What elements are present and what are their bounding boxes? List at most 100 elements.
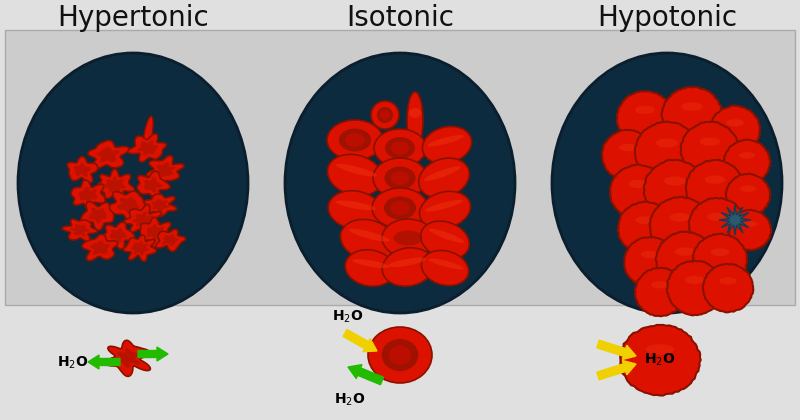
Polygon shape bbox=[110, 228, 127, 243]
Ellipse shape bbox=[368, 327, 432, 383]
Polygon shape bbox=[681, 122, 739, 178]
Polygon shape bbox=[97, 147, 120, 163]
Ellipse shape bbox=[346, 133, 365, 147]
Ellipse shape bbox=[143, 116, 153, 154]
Ellipse shape bbox=[710, 248, 730, 256]
Ellipse shape bbox=[656, 139, 678, 147]
Ellipse shape bbox=[429, 258, 463, 269]
Ellipse shape bbox=[707, 213, 726, 221]
Ellipse shape bbox=[336, 164, 377, 176]
Polygon shape bbox=[162, 234, 178, 246]
Ellipse shape bbox=[390, 171, 410, 185]
Ellipse shape bbox=[385, 137, 415, 159]
Polygon shape bbox=[78, 187, 98, 203]
Polygon shape bbox=[144, 194, 177, 217]
Ellipse shape bbox=[391, 142, 409, 155]
Polygon shape bbox=[70, 224, 90, 236]
Ellipse shape bbox=[372, 188, 428, 228]
Ellipse shape bbox=[382, 248, 434, 286]
Ellipse shape bbox=[327, 155, 382, 196]
Ellipse shape bbox=[635, 216, 654, 224]
Polygon shape bbox=[624, 237, 676, 288]
Polygon shape bbox=[610, 165, 666, 219]
FancyArrow shape bbox=[88, 355, 120, 369]
Ellipse shape bbox=[390, 201, 410, 215]
Polygon shape bbox=[106, 340, 150, 376]
Ellipse shape bbox=[418, 158, 470, 198]
Polygon shape bbox=[729, 210, 771, 250]
Ellipse shape bbox=[739, 152, 755, 159]
Ellipse shape bbox=[285, 53, 515, 313]
Ellipse shape bbox=[670, 213, 690, 222]
Ellipse shape bbox=[384, 197, 416, 220]
Polygon shape bbox=[74, 163, 90, 177]
Ellipse shape bbox=[345, 250, 395, 286]
Ellipse shape bbox=[421, 221, 470, 259]
Ellipse shape bbox=[742, 221, 758, 227]
Polygon shape bbox=[662, 87, 722, 144]
Polygon shape bbox=[644, 160, 706, 220]
Ellipse shape bbox=[675, 247, 695, 256]
Ellipse shape bbox=[336, 200, 376, 210]
Polygon shape bbox=[719, 205, 751, 235]
Polygon shape bbox=[703, 264, 754, 312]
Ellipse shape bbox=[377, 107, 393, 123]
Ellipse shape bbox=[685, 276, 705, 284]
Ellipse shape bbox=[339, 129, 371, 152]
Ellipse shape bbox=[719, 277, 737, 284]
Polygon shape bbox=[693, 234, 747, 286]
Polygon shape bbox=[154, 162, 175, 177]
Text: Isotonic: Isotonic bbox=[346, 4, 454, 32]
Polygon shape bbox=[98, 169, 134, 200]
Ellipse shape bbox=[371, 101, 399, 129]
Ellipse shape bbox=[394, 231, 422, 246]
Text: H$_2$O: H$_2$O bbox=[644, 352, 676, 368]
Polygon shape bbox=[137, 140, 158, 156]
Polygon shape bbox=[62, 219, 98, 241]
Ellipse shape bbox=[646, 344, 674, 355]
Polygon shape bbox=[137, 171, 170, 199]
Ellipse shape bbox=[619, 144, 637, 151]
Polygon shape bbox=[710, 105, 760, 154]
Polygon shape bbox=[618, 202, 672, 254]
Ellipse shape bbox=[374, 129, 426, 167]
Text: Hypertonic: Hypertonic bbox=[57, 4, 209, 32]
Polygon shape bbox=[67, 157, 98, 183]
Polygon shape bbox=[82, 234, 118, 261]
Polygon shape bbox=[106, 176, 126, 193]
Ellipse shape bbox=[425, 200, 462, 212]
Text: H$_2$O: H$_2$O bbox=[332, 309, 364, 325]
Polygon shape bbox=[144, 177, 162, 192]
Ellipse shape bbox=[422, 126, 471, 163]
Polygon shape bbox=[88, 140, 129, 168]
Ellipse shape bbox=[641, 251, 659, 258]
Polygon shape bbox=[103, 222, 134, 249]
Polygon shape bbox=[115, 348, 140, 368]
Ellipse shape bbox=[328, 191, 382, 229]
Ellipse shape bbox=[700, 137, 720, 146]
Ellipse shape bbox=[341, 219, 395, 261]
Polygon shape bbox=[89, 207, 106, 223]
Polygon shape bbox=[124, 205, 162, 234]
Polygon shape bbox=[689, 198, 746, 252]
Ellipse shape bbox=[682, 102, 702, 111]
Ellipse shape bbox=[635, 106, 654, 114]
Polygon shape bbox=[71, 180, 105, 210]
FancyBboxPatch shape bbox=[5, 30, 795, 305]
Ellipse shape bbox=[726, 119, 744, 126]
FancyArrow shape bbox=[597, 360, 636, 380]
Polygon shape bbox=[650, 197, 710, 255]
Polygon shape bbox=[133, 212, 154, 228]
Polygon shape bbox=[617, 91, 673, 145]
Ellipse shape bbox=[705, 176, 725, 184]
Text: Hypotonic: Hypotonic bbox=[597, 4, 737, 32]
Polygon shape bbox=[90, 241, 110, 255]
Polygon shape bbox=[620, 325, 701, 396]
Ellipse shape bbox=[382, 339, 418, 371]
Ellipse shape bbox=[628, 180, 648, 188]
Ellipse shape bbox=[409, 108, 421, 118]
Polygon shape bbox=[123, 235, 156, 261]
Polygon shape bbox=[686, 160, 744, 216]
Polygon shape bbox=[726, 174, 770, 216]
Ellipse shape bbox=[424, 166, 461, 181]
